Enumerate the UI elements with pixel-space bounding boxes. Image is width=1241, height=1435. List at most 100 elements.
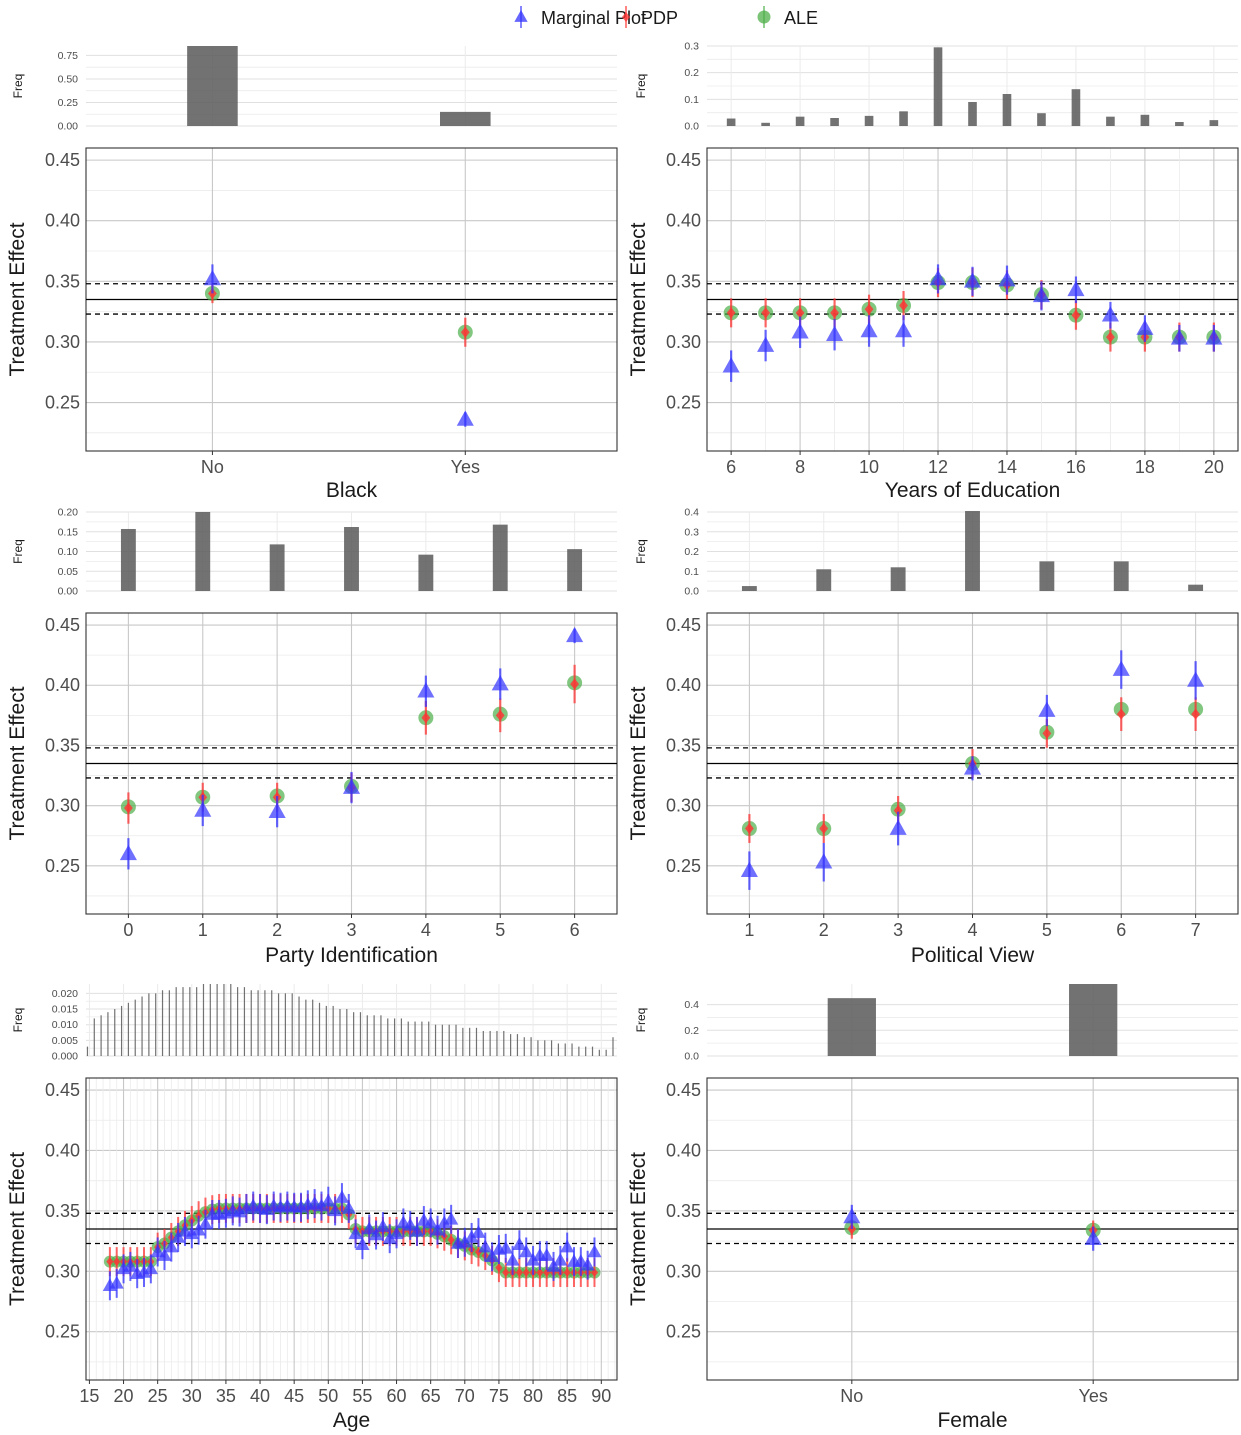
y-tick-label: 0.35 <box>666 271 701 291</box>
pdp-point <box>570 678 580 690</box>
freq-bar <box>890 567 906 591</box>
pdp-point <box>726 307 736 319</box>
pdp-point <box>460 326 470 338</box>
x-tick-label: 15 <box>79 1386 99 1406</box>
x-tick-label: Yes <box>1078 1386 1107 1406</box>
pdp-point <box>495 1263 503 1273</box>
freq-bar <box>469 1027 471 1056</box>
y-tick-label: 0.35 <box>666 1201 701 1221</box>
panel-party-identification: 0.00 0.05 0.10 0.15 0.20 Freq 0.25 0.30 0.35 0.40… <box>6 507 618 967</box>
y-tick-label: 0.40 <box>45 675 80 695</box>
pdp-point <box>795 307 805 319</box>
freq-bar <box>120 528 136 591</box>
marginal-point <box>389 1226 404 1240</box>
marginal-point <box>314 1198 329 1212</box>
freq-tick-label: 0.000 <box>52 1051 78 1063</box>
freq-bar <box>175 987 177 1056</box>
pdp-point <box>536 1267 544 1277</box>
freq-tick-label: 0.00 <box>58 121 79 133</box>
pdp-point <box>1042 727 1052 739</box>
y-tick-label: 0.25 <box>45 856 80 876</box>
freq-bar <box>441 1024 443 1056</box>
marginal-point <box>498 1240 513 1254</box>
freq-bar <box>516 1034 519 1056</box>
freq-bar <box>284 993 286 1056</box>
freq-bar <box>489 1030 491 1056</box>
marginal-point <box>889 819 907 835</box>
series-pdp <box>208 283 470 347</box>
freq-bar <box>141 996 143 1056</box>
freq-bar <box>387 1018 389 1056</box>
x-tick-label: No <box>840 1386 863 1406</box>
marginal-point <box>998 271 1016 287</box>
x-tick-label: 18 <box>1135 457 1155 477</box>
freq-bar <box>816 569 832 591</box>
freq-tick-label: 0.0 <box>684 1051 699 1063</box>
y-tick-label: 0.25 <box>45 1322 80 1342</box>
marginal-point <box>375 1219 391 1232</box>
y-axis-label: Treatment Effect <box>627 686 650 840</box>
freq-bar <box>120 1005 123 1056</box>
x-tick-label: 70 <box>455 1386 475 1406</box>
main-plot: 0.25 0.30 0.35 0.40 0.45 No Yes Treatment Effec… <box>6 147 618 502</box>
freq-bar <box>127 1002 130 1056</box>
marginal-point <box>560 1239 575 1253</box>
freq-tick-label: 0.1 <box>684 94 699 106</box>
freq-axis-label: Freq <box>634 1008 648 1033</box>
freq-bar <box>434 1024 437 1056</box>
x-axis-label: Political View <box>911 944 1035 967</box>
x-tick-label: 50 <box>318 1386 338 1406</box>
x-tick-label: 40 <box>250 1386 270 1406</box>
freq-bar <box>523 1037 525 1056</box>
x-tick-label: No <box>201 457 224 477</box>
x-tick-label: 3 <box>346 920 356 940</box>
marginal-point <box>382 1231 397 1244</box>
y-tick-label: 0.35 <box>45 735 80 755</box>
freq-bar <box>257 990 259 1056</box>
freq-tick-label: 0.2 <box>684 67 699 79</box>
pdp-point <box>113 1257 121 1267</box>
marginal-point <box>368 1227 384 1241</box>
freq-bar <box>359 1012 362 1056</box>
freq-axis-label: Freq <box>634 74 648 99</box>
x-tick-label: 1 <box>198 920 208 940</box>
x-tick-label: 14 <box>997 457 1017 477</box>
marginal-point <box>203 269 221 286</box>
x-tick-label: 6 <box>570 920 580 940</box>
freq-bar <box>148 993 150 1056</box>
y-axis-label: Treatment Effect <box>6 222 29 376</box>
marginal-point <box>505 1252 520 1266</box>
freq-bar <box>482 1030 484 1056</box>
pdp-point <box>864 303 874 315</box>
x-tick-label: Yes <box>451 457 480 477</box>
y-tick-label: 0.45 <box>45 615 80 635</box>
marginal-point <box>437 1215 452 1229</box>
pdp-point <box>1106 331 1115 343</box>
y-tick-label: 0.30 <box>45 796 80 816</box>
legend-label: Marginal Plot <box>541 8 646 28</box>
marginal-point <box>119 844 137 861</box>
marginal-point <box>1187 671 1205 687</box>
marginal-point <box>491 675 509 691</box>
marginal-point <box>722 357 740 373</box>
freq-bar <box>93 1018 95 1056</box>
pdp-point <box>761 307 771 319</box>
freq-bar <box>591 1046 594 1056</box>
freq-bar <box>325 1005 327 1056</box>
marginal-point <box>471 1225 486 1238</box>
marginal-point <box>740 861 758 877</box>
marginal-point <box>198 1216 213 1230</box>
freq-bar <box>761 122 770 126</box>
freq-bar <box>557 1043 559 1056</box>
panel-black: 0.00 0.25 0.50 0.75 Freq 0.25 0.30 0.35 0.40 0.45… <box>6 46 618 502</box>
x-tick-label: 60 <box>387 1386 407 1406</box>
freq-bar <box>134 999 136 1056</box>
x-tick-label: 2 <box>272 920 282 940</box>
marginal-point <box>484 1249 500 1263</box>
marginal-point <box>1101 306 1119 322</box>
freq-bar <box>544 1040 546 1056</box>
freq-bar <box>1113 561 1129 591</box>
freq-axis-label: Freq <box>11 1008 25 1033</box>
freq-bar <box>189 987 191 1056</box>
freq-tick-label: 0.2 <box>684 546 699 558</box>
